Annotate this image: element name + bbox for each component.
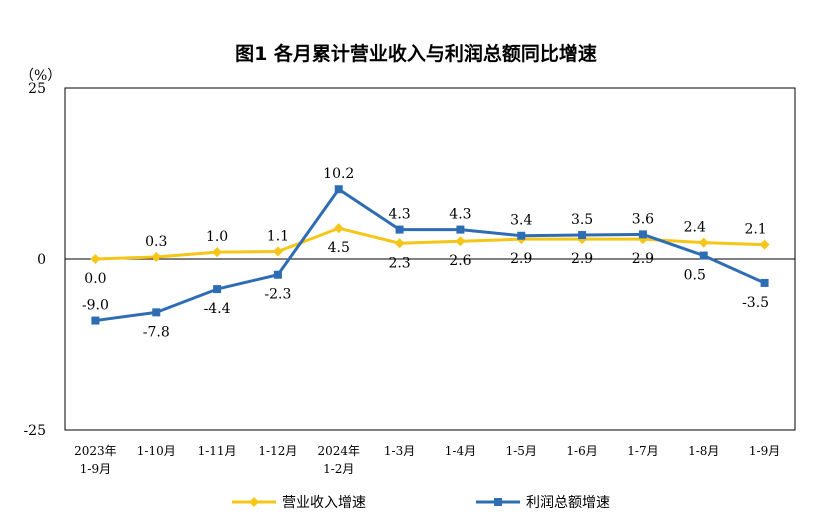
data-point-diamond <box>212 247 223 258</box>
x-tick-label: 1-9月 <box>749 444 780 458</box>
x-tick-label: 2023年 <box>74 444 117 458</box>
x-tick-label: 1-5月 <box>506 444 537 458</box>
data-point-diamond <box>455 236 466 247</box>
data-point-square <box>334 185 343 194</box>
data-point-square <box>517 231 526 240</box>
x-tick-label: 1-8月 <box>688 444 719 458</box>
data-label-revenue: 2.9 <box>571 251 593 267</box>
x-tick-label: 1-6月 <box>566 444 597 458</box>
data-point-square <box>578 231 587 240</box>
data-label-revenue: 4.5 <box>328 240 350 256</box>
data-label-profit: 3.4 <box>510 213 532 229</box>
data-label-profit: -7.8 <box>143 324 170 340</box>
data-label-revenue: 2.9 <box>510 251 532 267</box>
data-point-diamond <box>394 238 405 249</box>
data-label-profit: 0.5 <box>684 268 706 284</box>
data-label-revenue: 2.4 <box>684 220 706 236</box>
series-line-2 <box>95 187 766 323</box>
x-axis-ticks: 2023年 1-9月 1-10月 1-11月 1-12月 2024年 1-2月 1-3月 1-4… <box>74 444 780 476</box>
data-label-profit: 3.6 <box>632 211 654 227</box>
y-tick-label: 25 <box>28 81 46 97</box>
y-tick-label: 0 <box>37 252 46 268</box>
data-label-profit: 3.5 <box>571 212 593 228</box>
legend-marker-square <box>494 498 502 506</box>
data-label-revenue: 0.0 <box>84 271 106 287</box>
x-tick-label: 1-3月 <box>384 444 415 458</box>
data-label-profit: -4.4 <box>204 301 231 317</box>
x-tick-label: 1-7月 <box>627 444 658 458</box>
legend: 营业收入增速 利润总额增速 <box>232 495 610 511</box>
x-tick-label: 1-10月 <box>137 444 176 458</box>
chart-title: 图1 各月累计营业收入与利润总额同比增速 <box>235 42 597 65</box>
data-point-diamond <box>90 254 101 264</box>
data-point-square <box>456 225 465 234</box>
data-label-profit: 4.3 <box>388 207 410 223</box>
data-point-diamond <box>698 237 709 248</box>
data-point-diamond <box>272 246 283 257</box>
data-label-revenue: 2.1 <box>744 222 766 238</box>
data-label-profit: -2.3 <box>264 287 291 303</box>
data-label-revenue: 2.3 <box>388 255 410 271</box>
data-point-square <box>213 285 222 294</box>
data-point-diamond <box>151 251 162 262</box>
data-label-revenue: 1.1 <box>267 228 289 244</box>
data-label-revenue: 2.9 <box>632 251 654 267</box>
data-point-square <box>91 316 100 325</box>
x-tick-label: 2024年 <box>317 444 360 458</box>
legend-label: 营业收入增速 <box>282 495 366 511</box>
data-label-profit: 4.3 <box>449 207 471 223</box>
x-tick-label: 1-12月 <box>258 444 297 458</box>
y-axis-unit: （%） <box>20 68 61 84</box>
x-tick-label: 1-4月 <box>445 444 476 458</box>
data-label-layer: 0.0 -9.0 0.3 -7.8 1.0 -4.4 1.1 -2.3 4.5 10.2 2.3 4.… <box>82 166 769 340</box>
data-point-square <box>273 270 282 279</box>
series-layer <box>90 185 770 325</box>
x-tick-label: 1-2月 <box>323 462 354 476</box>
data-point-diamond <box>333 223 344 234</box>
data-label-profit: -9.0 <box>82 298 109 314</box>
x-tick-label: 1-9月 <box>80 462 111 476</box>
data-point-square <box>699 251 708 260</box>
data-point-square <box>395 225 404 234</box>
y-tick-label: -25 <box>23 423 46 439</box>
data-label-revenue: 2.6 <box>449 253 471 269</box>
legend-label: 利润总额增速 <box>526 495 610 511</box>
data-label-profit: 10.2 <box>323 166 354 182</box>
data-label-profit: -3.5 <box>742 295 769 311</box>
data-point-diamond <box>759 239 770 250</box>
data-label-revenue: 1.0 <box>206 229 228 245</box>
series-line-1 <box>95 226 765 261</box>
data-label-revenue: 0.3 <box>145 234 167 250</box>
legend-marker-diamond <box>249 497 259 507</box>
data-point-square <box>152 308 161 317</box>
x-tick-label: 1-11月 <box>198 444 237 458</box>
data-point-square <box>638 230 647 239</box>
data-point-square <box>760 278 769 287</box>
y-axis-ticks: 25 0 -25 <box>23 81 46 439</box>
